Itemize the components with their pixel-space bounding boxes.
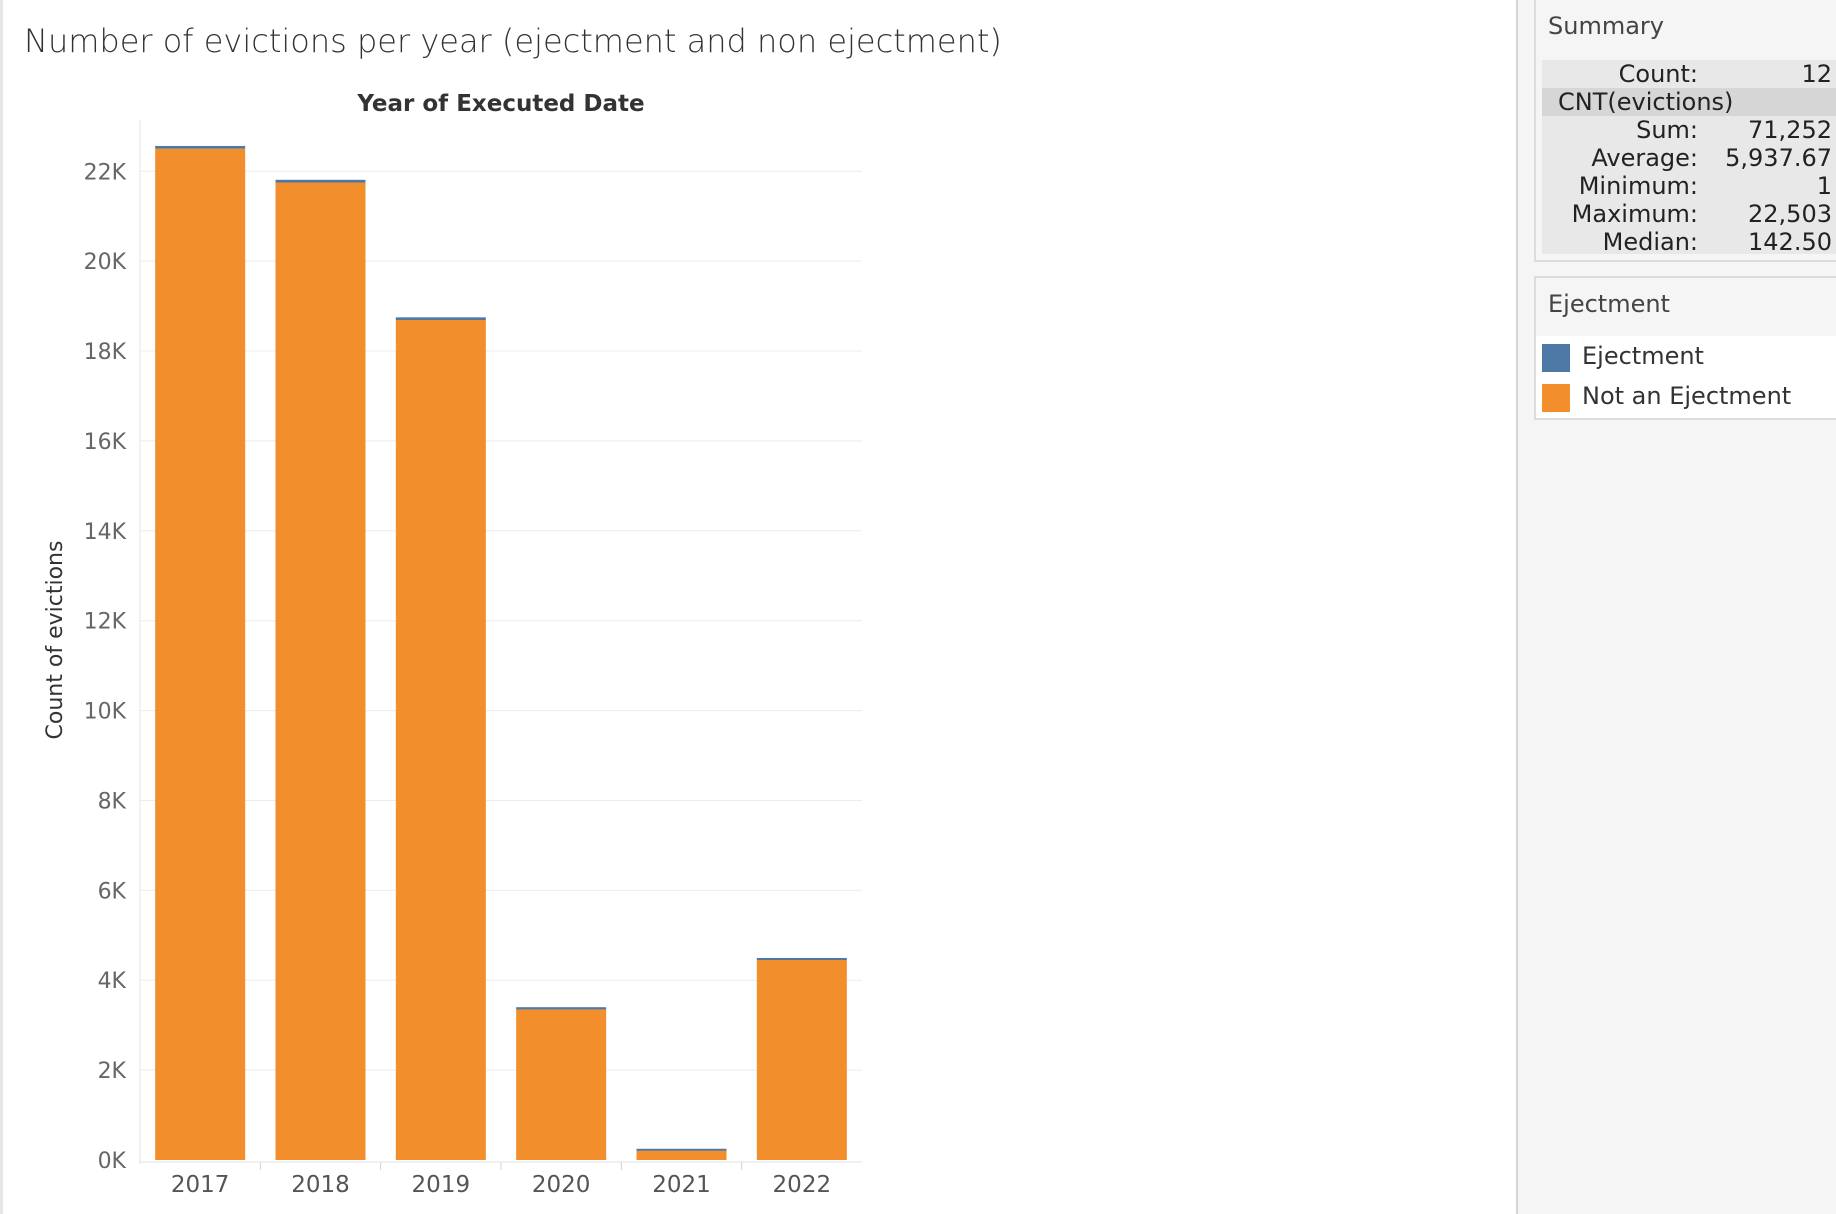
summary-stat-value: 5,937.67 bbox=[1725, 144, 1832, 172]
bar-segment-ejectment bbox=[756, 957, 847, 961]
legend-swatch-ejectment bbox=[1542, 344, 1570, 372]
summary-stat-label: Average: bbox=[1591, 144, 1698, 172]
legend-swatch-not-an-ejectment bbox=[1542, 384, 1570, 412]
y-tick-label: 18K bbox=[84, 340, 127, 365]
bar-chart: 0K 2K 4K 6K 8K 10K 12K 14K 16K 18K 20K 22K Year of E… bbox=[43, 91, 862, 1198]
bar-segment-ejectment bbox=[275, 179, 366, 183]
summary-card: Summary Count: 12 CNT(evictions) Sum: 71… bbox=[1534, 0, 1836, 262]
summary-stat-row: Median: 142.50 bbox=[1542, 228, 1836, 256]
summary-stat-row: Sum: 71,252 bbox=[1542, 116, 1836, 144]
summary-stat-row: Maximum: 22,503 bbox=[1542, 200, 1836, 228]
summary-body: Count: 12 CNT(evictions) Sum: 71,252 Ave… bbox=[1542, 60, 1836, 256]
bar-segment-ejectment bbox=[516, 1007, 607, 1010]
y-tick-label: 0K bbox=[98, 1149, 127, 1174]
summary-stat-value: 22,503 bbox=[1748, 200, 1832, 228]
summary-count-label: Count: bbox=[1618, 60, 1698, 88]
summary-count-row: Count: 12 bbox=[1542, 60, 1836, 88]
x-tick-label: 2021 bbox=[652, 1172, 711, 1198]
y-tick-label: 2K bbox=[98, 1059, 127, 1084]
x-tick-label: 2019 bbox=[412, 1172, 471, 1198]
worksheet-left-border bbox=[0, 0, 3, 1214]
y-tick-label: 14K bbox=[84, 520, 127, 545]
y-tick-label: 8K bbox=[98, 789, 127, 814]
summary-stat-row: Minimum: 1 bbox=[1542, 172, 1836, 200]
bar-segment-not-an-ejectment bbox=[516, 1009, 607, 1160]
bar-segment-not-an-ejectment bbox=[395, 320, 486, 1160]
summary-stat-label: Minimum: bbox=[1578, 172, 1698, 200]
y-tick-label: 10K bbox=[84, 700, 127, 725]
y-tick-label: 20K bbox=[84, 250, 127, 275]
sheet-title: Number of evictions per year (ejectment … bbox=[24, 22, 1002, 60]
y-tick-label: 22K bbox=[84, 160, 127, 185]
color-legend: Ejectment Ejectment Not an Ejectment bbox=[1534, 276, 1836, 420]
bar-segment-ejectment bbox=[636, 1148, 727, 1151]
summary-stat-label: Median: bbox=[1602, 228, 1698, 256]
y-tick-label: 4K bbox=[98, 969, 127, 994]
summary-measure-row: CNT(evictions) bbox=[1542, 88, 1836, 116]
bar-segment-not-an-ejectment bbox=[636, 1150, 727, 1160]
legend-label-ejectment: Ejectment bbox=[1582, 342, 1704, 370]
bar-segment-ejectment bbox=[155, 145, 246, 149]
y-tick-label: 12K bbox=[84, 610, 127, 635]
bar-segment-not-an-ejectment bbox=[756, 960, 847, 1160]
sidebar: Summary Count: 12 CNT(evictions) Sum: 71… bbox=[1516, 0, 1836, 1214]
summary-count-value: 12 bbox=[1801, 60, 1832, 88]
x-tick-label: 2018 bbox=[291, 1172, 350, 1198]
bar-segment-ejectment bbox=[395, 317, 486, 321]
y-axis-title: Count of evictions bbox=[43, 541, 68, 740]
summary-stat-value: 142.50 bbox=[1748, 228, 1832, 256]
y-tick-label: 16K bbox=[84, 430, 127, 455]
legend-label-not-an-ejectment: Not an Ejectment bbox=[1582, 382, 1792, 410]
summary-measure-name: CNT(evictions) bbox=[1558, 88, 1734, 116]
summary-stat-label: Maximum: bbox=[1571, 200, 1698, 228]
y-tick-label: 6K bbox=[98, 879, 127, 904]
legend-title: Ejectment bbox=[1548, 290, 1670, 318]
summary-title: Summary bbox=[1548, 12, 1664, 40]
summary-stat-value: 1 bbox=[1816, 172, 1832, 200]
column-header: Year of Executed Date bbox=[356, 91, 644, 117]
summary-stat-value: 71,252 bbox=[1748, 116, 1832, 144]
bar-segment-not-an-ejectment bbox=[275, 182, 366, 1160]
legend-header bbox=[1536, 278, 1836, 336]
x-tick-label: 2017 bbox=[171, 1172, 230, 1198]
x-tick-label: 2020 bbox=[532, 1172, 591, 1198]
x-tick-label: 2022 bbox=[773, 1172, 832, 1198]
bar-segment-not-an-ejectment bbox=[155, 148, 246, 1161]
summary-stat-row: Average: 5,937.67 bbox=[1542, 144, 1836, 172]
summary-stat-label: Sum: bbox=[1636, 116, 1698, 144]
